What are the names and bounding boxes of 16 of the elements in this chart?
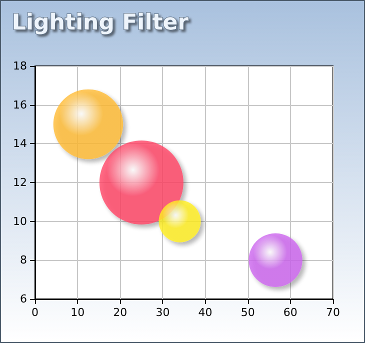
x-tick-label: 50 [240,306,255,319]
x-tick-label: 10 [70,306,85,319]
y-tick-label: 8 [20,254,27,267]
x-tick-label: 20 [113,306,128,319]
y-tick-label: 14 [13,137,27,150]
y-tick-label: 16 [13,98,27,112]
y-tick-label: 6 [20,292,27,306]
y-tick-label: 18 [13,60,27,72]
x-tick-label: 40 [198,306,212,319]
x-tick-label: 60 [283,306,298,319]
x-tick-label: 0 [32,306,38,319]
chart-title: Lighting Filter [12,10,189,36]
x-tick-label: 70 [326,306,340,319]
y-tick-label: 12 [13,176,27,189]
x-tick-label: 30 [156,306,170,319]
y-tick-label: 10 [13,214,27,228]
